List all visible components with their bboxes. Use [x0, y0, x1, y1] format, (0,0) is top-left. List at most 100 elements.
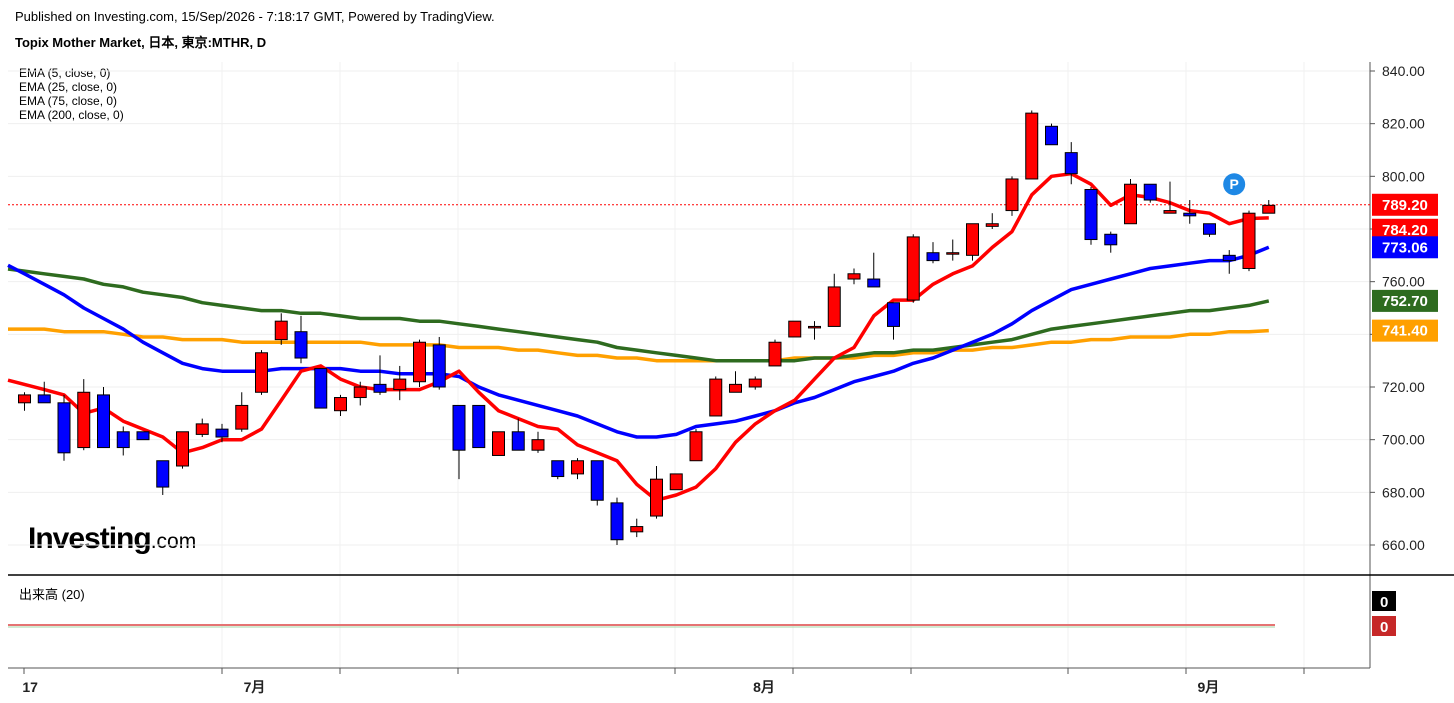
candle	[1045, 123, 1058, 146]
marker-p-circle	[1223, 173, 1246, 196]
candle	[57, 394, 71, 461]
candle	[590, 460, 604, 506]
price-badge	[1372, 193, 1438, 216]
candle-body	[1203, 223, 1216, 235]
volume-title[interactable]: 出来高 (20)	[19, 587, 85, 602]
candle	[116, 426, 130, 456]
candle	[788, 320, 802, 338]
candle	[314, 368, 328, 409]
investing-logo: Investing.com	[28, 522, 196, 556]
candle-body	[748, 378, 762, 388]
candle	[610, 497, 624, 545]
candle-body	[294, 331, 308, 359]
y-tick-label: 680.00	[1382, 484, 1425, 500]
candle	[77, 379, 91, 451]
legend-ema75[interactable]: EMA (75, close, 0)	[19, 94, 118, 108]
candle	[985, 213, 999, 229]
candle-body	[1084, 189, 1098, 241]
x-tick-label: 8月	[753, 679, 775, 695]
chart-title: Topix Mother Market, 日本, 東京:MTHR, D	[15, 35, 267, 50]
candle-body	[77, 391, 91, 449]
candle-body	[353, 386, 367, 399]
candle-body	[1143, 183, 1157, 201]
candle-body	[334, 397, 347, 412]
candle	[1203, 223, 1216, 237]
candle	[492, 431, 505, 456]
volume-badge-label: 0	[1380, 619, 1388, 636]
candle	[768, 339, 782, 367]
candle-body	[1005, 178, 1019, 212]
candle-body	[610, 502, 624, 541]
candle	[511, 418, 525, 451]
candle-body	[729, 383, 742, 393]
candle-body	[511, 431, 525, 451]
candle	[472, 404, 486, 449]
candle-body	[985, 223, 999, 227]
candle-body	[314, 368, 328, 409]
candle	[1064, 142, 1078, 185]
candle	[1222, 250, 1236, 274]
candle-body	[808, 325, 821, 329]
candle	[255, 350, 268, 395]
candle	[808, 321, 821, 340]
candle	[1163, 181, 1177, 214]
x-tick-label: 9月	[1198, 679, 1220, 695]
candle-body	[97, 394, 110, 449]
candle-body	[669, 473, 683, 491]
candle	[393, 365, 407, 401]
y-tick-label: 660.00	[1382, 537, 1425, 553]
candle	[1143, 183, 1157, 203]
candle-body	[215, 428, 229, 438]
candle-body	[788, 320, 802, 338]
candle-body	[116, 431, 130, 449]
grid	[8, 62, 1375, 674]
candle	[926, 242, 940, 264]
candle-body	[1163, 210, 1177, 214]
y-tick-label: 820.00	[1382, 116, 1425, 132]
y-tick-label: 760.00	[1382, 274, 1425, 290]
legend-ema5[interactable]: EMA (5, close, 0)	[19, 66, 111, 80]
legend-ema200[interactable]: EMA (200, close, 0)	[19, 108, 124, 122]
price-badge-label: 752.70	[1382, 293, 1428, 310]
volume-badge	[1372, 591, 1396, 611]
candle	[373, 355, 387, 395]
candle	[1025, 110, 1039, 180]
candle	[650, 466, 663, 519]
candle	[195, 418, 209, 438]
legend-ema25[interactable]: EMA (25, close, 0)	[19, 80, 118, 94]
candle	[966, 223, 979, 261]
candle	[136, 431, 150, 441]
published-note: Published on Investing.com, 15/Sep/2026 …	[15, 9, 495, 24]
candle	[531, 431, 545, 453]
indicator-legend: EMA (5, close, 0) EMA (25, close, 0) EMA…	[19, 66, 124, 122]
candle-body	[37, 394, 51, 404]
candle-body	[630, 526, 644, 533]
candles	[18, 110, 1276, 545]
candle	[669, 473, 683, 491]
price-badge-label: 741.40	[1382, 323, 1428, 340]
candle-body	[571, 460, 584, 475]
candle	[906, 234, 920, 303]
candle	[946, 239, 960, 261]
candle-body	[1242, 212, 1256, 269]
candle	[1242, 210, 1256, 272]
ema-line-0	[7, 171, 1269, 502]
candle	[1183, 200, 1197, 224]
candle	[1084, 186, 1098, 245]
candle-body	[946, 252, 960, 255]
candle	[97, 387, 110, 449]
candle-body	[136, 431, 150, 441]
candle-body	[689, 431, 703, 462]
candle-body	[1064, 152, 1078, 175]
candle	[571, 458, 584, 480]
y-tick-label: 700.00	[1382, 432, 1425, 448]
price-badge	[1372, 218, 1438, 241]
candle-body	[1045, 125, 1058, 146]
candle-body	[1262, 204, 1276, 214]
volume-badge-label: 0	[1380, 594, 1388, 611]
candle-body	[650, 478, 663, 517]
y-tick-label: 840.00	[1382, 63, 1425, 79]
logo-suffix: .com	[150, 530, 197, 553]
candle	[867, 252, 881, 288]
